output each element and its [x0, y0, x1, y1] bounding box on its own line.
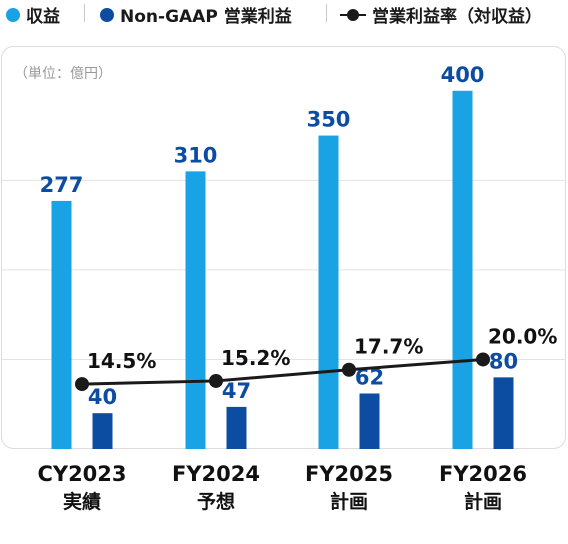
margin-point	[75, 377, 89, 392]
revenue-bar	[318, 135, 339, 450]
revenue-bar	[51, 200, 72, 449]
legend-revenue: 収益	[6, 2, 60, 27]
op-value-label: 47	[222, 379, 251, 403]
legend-separator	[326, 4, 327, 22]
op-value-label: 40	[88, 385, 117, 409]
revenue-value-label: 277	[40, 173, 84, 197]
revenue-bar	[185, 171, 206, 449]
category-label: CY2023	[37, 462, 126, 486]
category-label: FY2024	[172, 462, 260, 486]
line-marker-icon	[340, 8, 366, 22]
op-swatch-icon	[100, 7, 114, 22]
legend-separator	[84, 4, 85, 22]
revenue-value-label: 400	[441, 63, 485, 87]
margin-value-label: 20.0%	[488, 324, 557, 348]
revenue-value-label: 350	[307, 108, 351, 132]
legend-margin: 営業利益率（対収益）	[340, 2, 542, 27]
margin-line	[81, 357, 484, 386]
margin-point	[476, 352, 490, 367]
op-value-label: 80	[489, 349, 518, 373]
legend-revenue-label: 収益	[26, 7, 60, 27]
legend-op: Non-GAAP 営業利益	[100, 2, 292, 27]
margin-point	[342, 362, 356, 377]
unit-label: （単位：億円）	[14, 66, 112, 82]
category-sublabel: 計画	[464, 490, 502, 513]
category-label: FY2026	[439, 462, 527, 486]
margin-value-label: 15.2%	[221, 346, 290, 370]
legend-margin-label: 営業利益率（対収益）	[372, 7, 542, 27]
revenue-value-label: 310	[174, 143, 218, 167]
op-bar	[92, 413, 113, 449]
category-sublabel: 計画	[330, 490, 368, 513]
category-sublabel: 実績	[63, 490, 101, 513]
legend: 収益 Non-GAAP 営業利益 営業利益率（対収益）	[0, 0, 568, 28]
op-bar	[359, 393, 380, 449]
margin-value-label: 17.7%	[354, 335, 423, 359]
margin-value-label: 14.5%	[87, 349, 156, 373]
revenue-swatch-icon	[6, 7, 20, 22]
op-bar	[226, 406, 247, 449]
plot-frame	[1, 46, 566, 449]
margin-point	[209, 373, 223, 388]
legend-op-label: Non-GAAP 営業利益	[120, 7, 292, 27]
category-label: FY2025	[305, 462, 393, 486]
revenue-bar	[452, 90, 473, 450]
category-sublabel: 予想	[197, 490, 235, 513]
op-bar	[493, 377, 514, 449]
